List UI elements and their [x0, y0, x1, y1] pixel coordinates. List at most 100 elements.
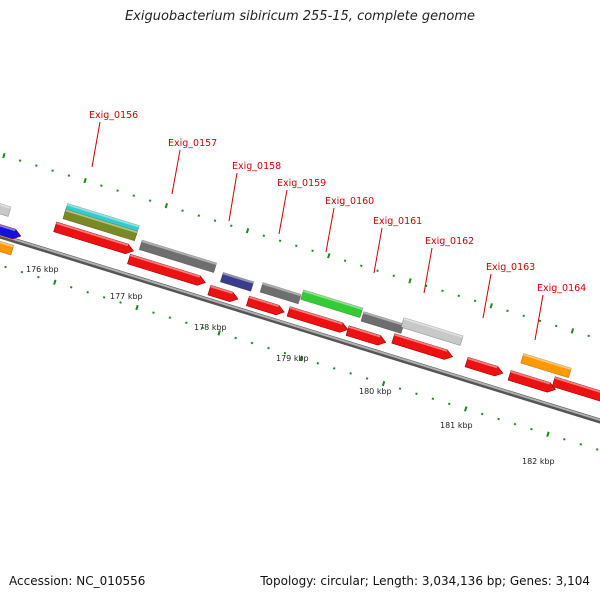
backbone-highlight	[0, 233, 600, 422]
gene-label: Exig_0161	[373, 216, 422, 227]
outer-tick-mark	[230, 224, 233, 227]
gene-labels: Exig_0156 Exig_0157 Exig_0158 Exig_0159 Exig…	[89, 110, 586, 341]
inner-tick-mark	[431, 397, 435, 401]
arrow-highlight	[394, 333, 448, 352]
outer-tick-mark	[457, 294, 460, 298]
gene-feature	[207, 284, 239, 302]
feature-block	[219, 272, 255, 292]
inner-tick-mark	[513, 422, 517, 426]
outer-tick-mark	[538, 319, 542, 323]
outer-tick-mark	[197, 214, 201, 217]
tick-label: 176 kbp	[26, 265, 59, 274]
inner-tick-mark	[53, 279, 57, 285]
cds-arrow	[53, 221, 134, 255]
outer-tick-mark	[376, 269, 379, 273]
arrow-highlight	[510, 370, 551, 385]
outer-tick-mark	[554, 324, 558, 328]
inner-tick-mark	[4, 265, 7, 269]
gene-feature	[62, 208, 138, 242]
gene-feature	[400, 317, 464, 346]
tick-label: 181 kbp	[440, 421, 473, 430]
block-highlight	[0, 200, 12, 209]
outer-tick-mark	[295, 244, 298, 247]
inner-tick-mark	[86, 291, 89, 294]
inner-tick-mark	[37, 275, 40, 279]
inner-tick-mark	[152, 311, 155, 314]
outer-tick-mark	[35, 164, 38, 167]
cds-arrow	[551, 376, 600, 409]
gene-feature	[551, 376, 600, 409]
inner-tick-mark	[267, 346, 270, 350]
gene-feature	[391, 333, 454, 360]
arrow-highlight	[248, 296, 279, 308]
gene-feature	[138, 239, 218, 273]
block-highlight	[363, 311, 405, 326]
arrow-highlight	[289, 306, 343, 325]
outer-tick-mark	[343, 259, 347, 263]
inner-tick-mark	[70, 286, 73, 289]
tick-label: 179 kbp	[276, 354, 309, 363]
gene-label: Exig_0157	[168, 138, 217, 149]
tick-marks	[2, 152, 599, 451]
inner-tick-mark	[497, 417, 500, 421]
gene-feature	[127, 253, 206, 286]
feature-block	[62, 208, 138, 242]
outer-tick-mark	[83, 177, 87, 184]
gene-feature	[507, 370, 556, 393]
outer-tick-mark	[441, 289, 444, 293]
block-highlight	[0, 234, 14, 248]
outer-tick-mark	[473, 299, 477, 303]
inner-tick-mark	[415, 392, 418, 395]
feature-tracks	[0, 200, 600, 409]
inner-tick-mark	[448, 402, 451, 406]
gene-feature	[259, 282, 302, 305]
outer-tick-mark	[522, 314, 525, 318]
gene-label: Exig_0163	[486, 262, 535, 273]
map-title: Exiguobacterium sibiricum 255-15, comple…	[124, 9, 476, 24]
cds-arrow	[0, 219, 22, 240]
block-highlight	[222, 272, 254, 284]
feature-block	[0, 234, 15, 256]
label-leader-line	[482, 273, 492, 319]
arrow-highlight	[210, 285, 233, 294]
block-highlight	[403, 317, 464, 338]
feature-block	[360, 311, 405, 334]
inner-tick-mark	[530, 427, 533, 431]
tick-labels: 176 kbp 177 kbp 178 kbp 179 kbp 180 kbp 181 k…	[26, 265, 555, 466]
inner-tick-mark	[595, 448, 599, 451]
gene-feature	[464, 356, 504, 377]
outer-tick-mark	[18, 159, 22, 162]
outer-tick-mark	[408, 278, 412, 284]
inner-tick-mark	[283, 351, 287, 355]
arrow-highlight	[56, 222, 129, 247]
arrow-highlight	[348, 325, 381, 338]
outer-tick-mark	[327, 253, 331, 259]
inner-tick-mark	[217, 330, 221, 336]
inner-tick-mark	[20, 270, 24, 274]
gene-label: Exig_0162	[425, 236, 474, 247]
outer-tick-mark	[489, 303, 493, 309]
gene-feature	[246, 295, 285, 316]
label-leader-line	[278, 189, 288, 235]
label-leader-line	[228, 172, 238, 222]
gene-label: Exig_0164	[537, 283, 586, 294]
gene-feature	[345, 325, 387, 346]
outer-tick-mark	[51, 169, 54, 172]
feature-block	[520, 353, 572, 379]
cds-arrow	[286, 306, 349, 333]
gene-feature	[360, 311, 405, 334]
gene-label: Exig_0159	[277, 178, 326, 189]
block-highlight	[303, 289, 363, 311]
accession-text: Accession: NC_010556	[9, 574, 146, 588]
cds-arrow	[246, 295, 285, 316]
gene-label: Exig_0158	[232, 161, 281, 172]
inner-tick-mark	[546, 431, 550, 437]
inner-tick-mark	[135, 304, 139, 311]
outer-tick-mark	[245, 228, 250, 234]
gene-feature	[0, 200, 12, 217]
genome-backbone	[0, 233, 600, 424]
outer-tick-mark	[67, 174, 71, 177]
block-highlight	[523, 353, 572, 371]
tick-label: 180 kbp	[359, 387, 392, 396]
